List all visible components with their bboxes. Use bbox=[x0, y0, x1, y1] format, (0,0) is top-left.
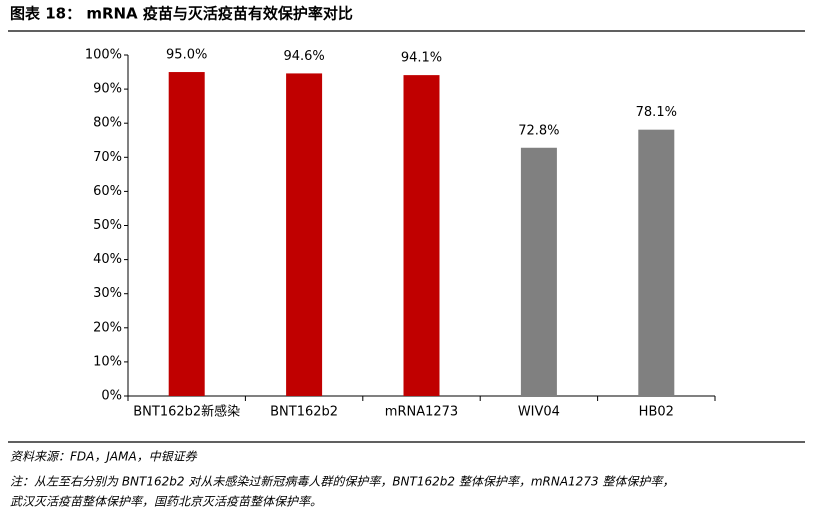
x-tick-label: HB02 bbox=[639, 405, 674, 420]
value-label: 94.6% bbox=[283, 49, 324, 64]
x-tick-label: BNT162b2 bbox=[270, 405, 338, 420]
bar bbox=[168, 72, 205, 397]
y-tick-label: 20% bbox=[93, 320, 122, 335]
bar bbox=[286, 73, 323, 396]
y-tick-label: 60% bbox=[93, 184, 122, 199]
y-tick-label: 30% bbox=[93, 286, 122, 301]
y-tick-label: 10% bbox=[93, 354, 122, 369]
value-label: 94.1% bbox=[401, 51, 442, 66]
value-label: 72.8% bbox=[518, 123, 559, 138]
y-tick-label: 0% bbox=[101, 389, 122, 404]
bar bbox=[520, 147, 557, 396]
y-tick-label: 40% bbox=[93, 252, 122, 267]
y-tick-label: 80% bbox=[93, 116, 122, 131]
value-label: 95.0% bbox=[166, 48, 207, 63]
bar bbox=[403, 75, 440, 396]
note-line: 武汉灭活疫苗整体保护率，国药北京灭活疫苗整体保护率。 bbox=[10, 495, 322, 509]
source: 资料来源：FDA，JAMA，中银证券 bbox=[10, 450, 198, 464]
y-tick-label: 90% bbox=[93, 82, 122, 97]
x-tick-label: BNT162b2新感染 bbox=[133, 404, 240, 420]
x-tick-label: WIV04 bbox=[518, 405, 560, 420]
y-tick-label: 70% bbox=[93, 150, 122, 165]
x-tick-label: mRNA1273 bbox=[385, 405, 458, 420]
y-tick-label: 50% bbox=[93, 218, 122, 233]
value-label: 78.1% bbox=[636, 105, 677, 120]
chart-title: 图表 18： mRNA 疫苗与灭活疫苗有效保护率对比 bbox=[10, 5, 353, 23]
note-line: 注：从左至右分别为 BNT162b2 对从未感染过新冠病毒人群的保护率，BNT1… bbox=[10, 475, 674, 489]
bar bbox=[638, 129, 675, 396]
y-tick-label: 100% bbox=[85, 48, 122, 63]
